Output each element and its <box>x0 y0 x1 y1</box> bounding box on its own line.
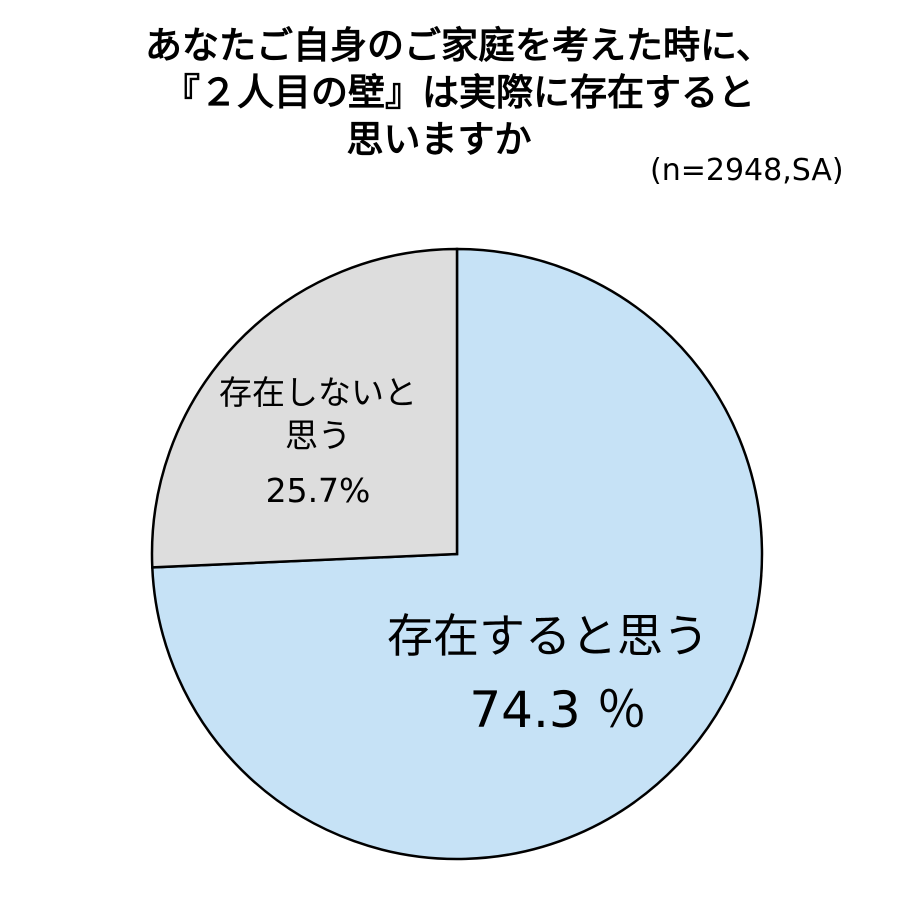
title-line-3: 思いますか <box>346 118 532 161</box>
pie-slice-not-exists <box>150 247 459 569</box>
slice-value-not-exists: 25.7% <box>266 471 371 510</box>
pie-slices <box>150 247 764 861</box>
chart-title: あなたご自身のご家庭を考えた時に、 『２人目の壁』は実際に存在すると 思いますか <box>0 22 918 163</box>
slice-label-not-exists: 存在しないと 思う 25.7% <box>219 373 417 510</box>
title-line-1: あなたご自身のご家庭を考えた時に、 <box>145 24 773 67</box>
title-line-2: 『２人目の壁』は実際に存在すると <box>163 71 755 114</box>
slice-label-exists: 存在すると思う 74.3 ％ <box>387 609 709 739</box>
slice-label-not-exists-line2: 思う <box>285 416 351 455</box>
slice-value-exists: 74.3 ％ <box>469 681 646 739</box>
sample-size-note: (n=2948,SA) <box>650 153 844 188</box>
slice-label-not-exists-line1: 存在しないと <box>219 373 417 412</box>
slice-label-exists-text: 存在すると思う <box>387 609 709 663</box>
